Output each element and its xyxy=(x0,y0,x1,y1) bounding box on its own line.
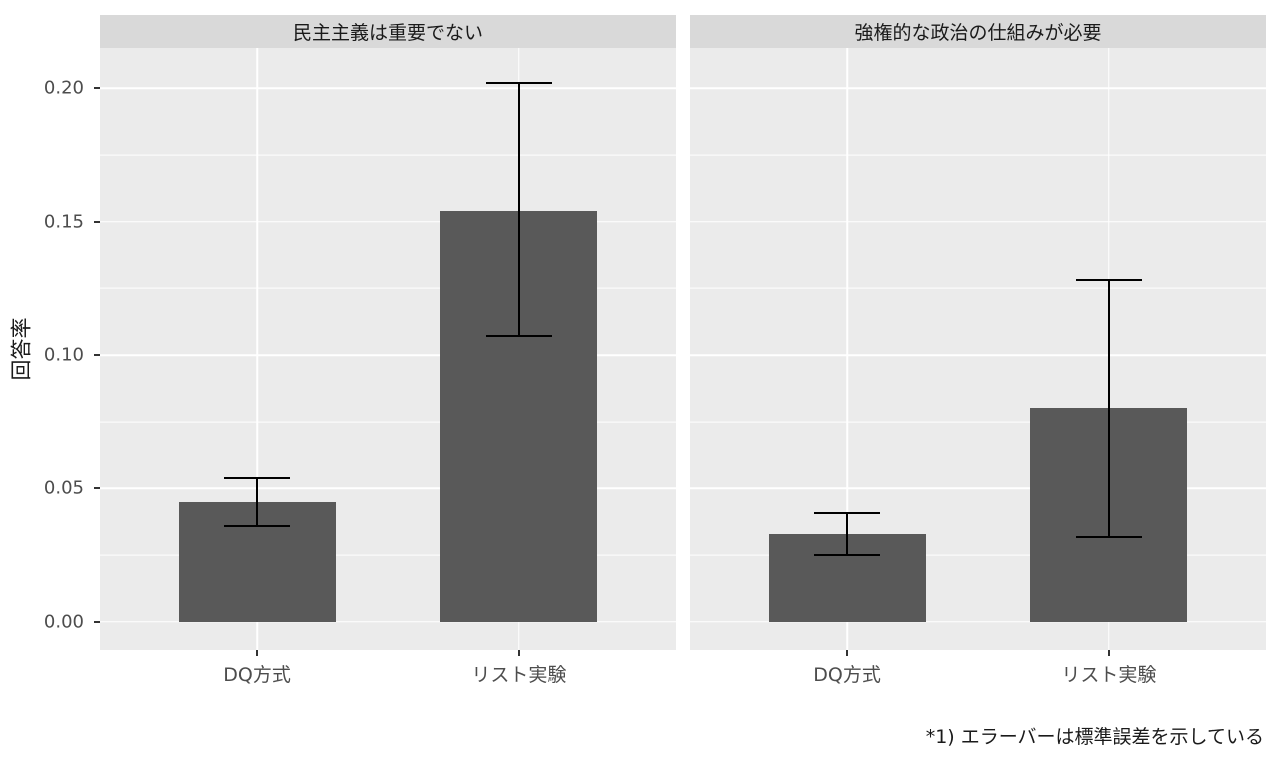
gridline-minor xyxy=(100,154,676,156)
gridline-major xyxy=(690,354,1266,356)
errorbar-cap xyxy=(485,81,553,84)
gridline-minor xyxy=(690,154,1266,156)
y-tick-mark xyxy=(94,87,100,90)
errorbar-line xyxy=(1107,280,1110,537)
gridline-minor xyxy=(100,421,676,423)
gridline-major xyxy=(100,87,676,89)
y-tick-label: 0.15 xyxy=(43,211,84,233)
x-tick-label: リスト実験 xyxy=(471,664,567,686)
y-axis: 0.00 0.05 0.10 0.15 0.20 xyxy=(0,48,100,650)
x-tick-label: リスト実験 xyxy=(1061,664,1157,686)
gridline-major xyxy=(100,220,676,223)
gridline-minor xyxy=(690,421,1266,423)
x-tick-label: DQ方式 xyxy=(223,664,291,686)
x-axis: DQ方式 リスト実験 xyxy=(690,650,1266,686)
facet-strip-title: 民主主義は重要でない xyxy=(100,15,676,48)
x-axis: DQ方式 リスト実験 xyxy=(100,650,676,686)
facet: 強権的な政治の仕組みが必要 DQ方式 リスト実験 xyxy=(690,15,1266,686)
errorbar-cap xyxy=(813,554,881,557)
gridline-minor xyxy=(690,287,1266,289)
gridline-major xyxy=(690,621,1266,623)
errorbar-cap xyxy=(1075,279,1143,282)
gridline-minor xyxy=(690,554,1266,556)
gridline-major xyxy=(690,87,1266,89)
panel xyxy=(690,48,1266,650)
errorbar-line xyxy=(846,512,849,556)
y-tick-mark xyxy=(94,487,100,490)
x-tick-label: DQ方式 xyxy=(813,664,881,686)
errorbar-cap xyxy=(223,524,291,527)
x-tick-mark xyxy=(1107,650,1110,656)
errorbar-line xyxy=(256,477,259,526)
plot-area: 民主主義は重要でない DQ方式 リスト実験 強権的な政治の仕組みが必要 DQ方式 リスト実… xyxy=(100,15,1266,686)
gridline-minor xyxy=(100,554,676,556)
gridline-major xyxy=(100,621,676,623)
gridline-minor xyxy=(100,287,676,289)
x-tick-mark xyxy=(517,650,520,656)
gridline-major xyxy=(100,487,676,490)
y-tick-mark xyxy=(94,354,100,356)
gridline-major xyxy=(100,354,676,356)
panel xyxy=(100,48,676,650)
y-tick-label: 0.00 xyxy=(43,611,84,633)
gridline-major xyxy=(690,487,1266,490)
facet: 民主主義は重要でない DQ方式 リスト実験 xyxy=(100,15,676,686)
errorbar-cap xyxy=(1075,535,1143,538)
y-tick-mark xyxy=(94,220,100,223)
y-tick-label: 0.05 xyxy=(43,477,84,499)
gridline-major xyxy=(690,220,1266,223)
caption-note: *1) エラーバーは標準誤差を示している xyxy=(925,726,1264,748)
x-tick-mark xyxy=(256,650,259,656)
y-tick-label: 0.10 xyxy=(43,344,84,366)
errorbar-cap xyxy=(813,511,881,514)
facet-strip-title: 強権的な政治の仕組みが必要 xyxy=(690,15,1266,48)
y-tick-label: 0.20 xyxy=(43,77,84,99)
errorbar-cap xyxy=(223,476,291,479)
x-tick-mark xyxy=(846,650,849,656)
gridline-vertical xyxy=(846,48,848,650)
errorbar-line xyxy=(517,82,520,337)
y-tick-mark xyxy=(94,620,100,623)
errorbar-cap xyxy=(485,335,553,338)
gridline-vertical xyxy=(256,48,258,650)
